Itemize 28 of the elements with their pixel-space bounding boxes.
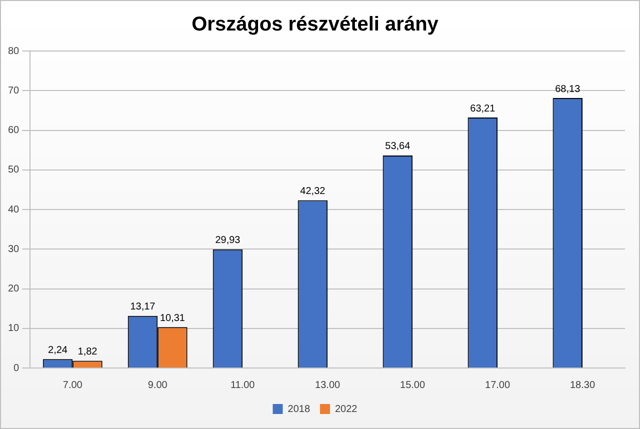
chart-title: Országos részvételi arány	[192, 14, 440, 36]
y-tick-label: 40	[8, 204, 20, 216]
data-label: 10,31	[160, 312, 186, 324]
x-tick-label: 13.00	[315, 380, 341, 391]
data-label: 53,64	[385, 141, 411, 152]
data-label: 63,21	[470, 103, 496, 114]
y-tick-label: 50	[8, 164, 20, 176]
data-label: 1,82	[78, 346, 98, 358]
x-tick-label: 18.30	[570, 380, 596, 391]
legend-label: 2018	[288, 404, 310, 415]
x-tick-label: 17.00	[485, 380, 510, 391]
data-label: 13,17	[130, 302, 156, 313]
y-tick-label: 30	[8, 244, 20, 255]
y-tick-label: 60	[8, 125, 20, 136]
x-tick-label: 11.00	[230, 380, 256, 391]
data-label: 2,24	[48, 344, 68, 356]
x-tick-label: 9.00	[148, 380, 168, 391]
y-tick-label: 0	[14, 362, 20, 374]
y-tick-label: 70	[8, 85, 20, 96]
x-tick-label: 15.00	[400, 380, 426, 391]
y-tick-label: 20	[8, 284, 20, 294]
x-tick-label: 7.00	[62, 380, 83, 391]
data-label: 29,93	[215, 235, 241, 246]
data-label: 42,32	[300, 186, 326, 198]
y-tick-label: 10	[8, 323, 20, 334]
y-tick-label: 80	[8, 46, 20, 57]
data-label: 68,13	[555, 84, 581, 95]
legend-label: 2022	[335, 404, 358, 415]
